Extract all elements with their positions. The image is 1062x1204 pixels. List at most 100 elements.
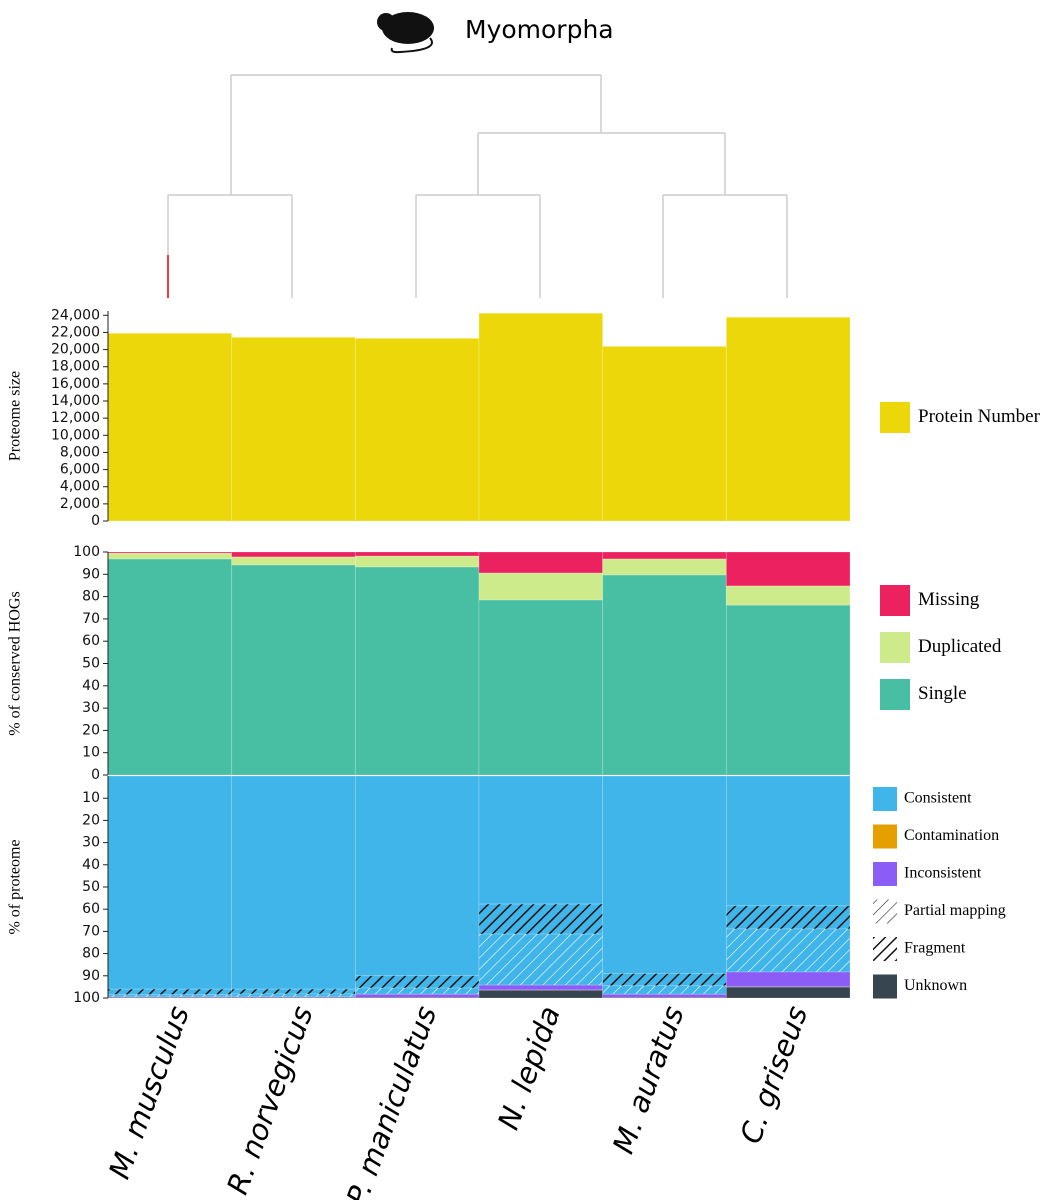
y-tick-label: 12,000: [51, 410, 100, 426]
bar-segment: [479, 934, 603, 985]
y-tick-label: 0: [91, 513, 100, 529]
y-tick-label: 20: [82, 722, 100, 738]
bar-segment: [355, 976, 479, 988]
y-tick-label: 16,000: [51, 376, 100, 392]
bar-segment: [603, 776, 727, 974]
legend-swatch: [873, 900, 897, 924]
y-tick-label: 2,000: [60, 496, 100, 512]
legend-label: Inconsistent: [904, 865, 982, 882]
y-tick-label: 20,000: [51, 342, 100, 358]
y-tick-label: 24,000: [51, 307, 100, 323]
bar-segment: [108, 552, 232, 553]
bar-segment: [108, 989, 232, 995]
bar-segment: [479, 776, 603, 904]
y-tick-label: 50: [82, 656, 100, 672]
bar-segment: [479, 904, 603, 934]
y-tick-label: 40: [82, 857, 100, 873]
bar-segment: [355, 338, 479, 521]
bar-segment: [603, 559, 727, 575]
bar-segment: [355, 988, 479, 994]
bar-segment: [603, 994, 727, 997]
bar-segment: [726, 317, 850, 521]
y-tick-label: 22,000: [51, 324, 100, 340]
y-tick-label: 0: [91, 767, 100, 783]
bar-segment: [603, 552, 727, 559]
bar-segment: [603, 986, 727, 994]
y-tick-label: 4,000: [60, 479, 100, 495]
legend-label: Partial mapping: [904, 902, 1006, 919]
bar-segment: [479, 552, 603, 573]
x-tick-label: C. griseus: [733, 1002, 814, 1148]
y-tick-label: 70: [82, 611, 100, 627]
legend-label: Single: [918, 683, 967, 704]
bar-segment: [232, 565, 356, 775]
legend-swatch: [880, 402, 910, 433]
legend-swatch: [873, 975, 897, 999]
bar-segment: [603, 346, 727, 521]
legend-label: Unknown: [904, 977, 967, 994]
bar-segment: [726, 972, 850, 987]
y-tick-label: 60: [82, 901, 100, 917]
y-tick-label: 90: [82, 968, 100, 984]
legend-swatch: [880, 632, 910, 663]
legend-swatch: [880, 679, 910, 710]
legend-label: Protein Number: [918, 406, 1041, 427]
y-axis-label: Proteome size: [7, 371, 24, 461]
y-tick-label: 80: [82, 946, 100, 962]
y-tick-label: 18,000: [51, 359, 100, 375]
y-tick-label: 70: [82, 923, 100, 939]
mouse-icon: [377, 12, 434, 52]
y-tick-label: 40: [82, 678, 100, 694]
bar-segment: [232, 337, 356, 521]
x-tick-label: M. musculus: [102, 1002, 196, 1184]
x-tick-label: R. norvegicus: [220, 1002, 320, 1199]
y-tick-label: 100: [73, 990, 100, 1006]
bar-segment: [479, 600, 603, 775]
bar-segment: [108, 333, 232, 521]
bar-segment: [232, 552, 356, 557]
legend-swatch: [880, 585, 910, 616]
y-tick-label: 14,000: [51, 393, 100, 409]
x-tick-label: M. auratus: [606, 1002, 691, 1159]
bar-segment: [603, 575, 727, 775]
bar-segment: [726, 929, 850, 972]
bar-segment: [232, 557, 356, 565]
bar-segment: [232, 994, 356, 997]
chart-panel: 02,0004,0006,0008,00010,00012,00014,0001…: [7, 307, 1041, 529]
bar-segment: [726, 605, 850, 775]
legend-label: Fragment: [904, 940, 966, 957]
y-tick-label: 80: [82, 589, 100, 605]
bar-segment: [232, 989, 356, 994]
y-tick-label: 60: [82, 633, 100, 649]
bar-segment: [726, 552, 850, 586]
bar-segment: [232, 776, 356, 989]
bar-segment: [355, 552, 479, 556]
x-tick-label: N. lepida: [491, 1002, 567, 1135]
y-tick-label: 6,000: [60, 462, 100, 478]
bar-segment: [479, 990, 603, 998]
bar-segment: [726, 586, 850, 605]
bar-segment: [479, 573, 603, 600]
bar-segment: [726, 776, 850, 906]
legend-swatch: [873, 825, 897, 849]
legend-label: Missing: [918, 589, 980, 610]
bar-segment: [355, 556, 479, 567]
legend-swatch: [873, 787, 897, 811]
bar-segment: [108, 559, 232, 775]
y-tick-label: 50: [82, 879, 100, 895]
bar-segment: [355, 776, 479, 976]
x-tick-label: P. maniculatus: [340, 1002, 444, 1200]
y-tick-label: 30: [82, 700, 100, 716]
legend-label: Duplicated: [918, 636, 1002, 657]
legend-swatch: [873, 937, 897, 961]
y-axis-label: % of proteome: [7, 839, 24, 934]
bar-segment: [479, 313, 603, 521]
bar-segment: [726, 906, 850, 929]
y-tick-label: 100: [73, 544, 100, 560]
legend-label: Contamination: [904, 827, 999, 844]
legend-label: Consistent: [904, 790, 972, 807]
bar-segment: [108, 776, 232, 989]
